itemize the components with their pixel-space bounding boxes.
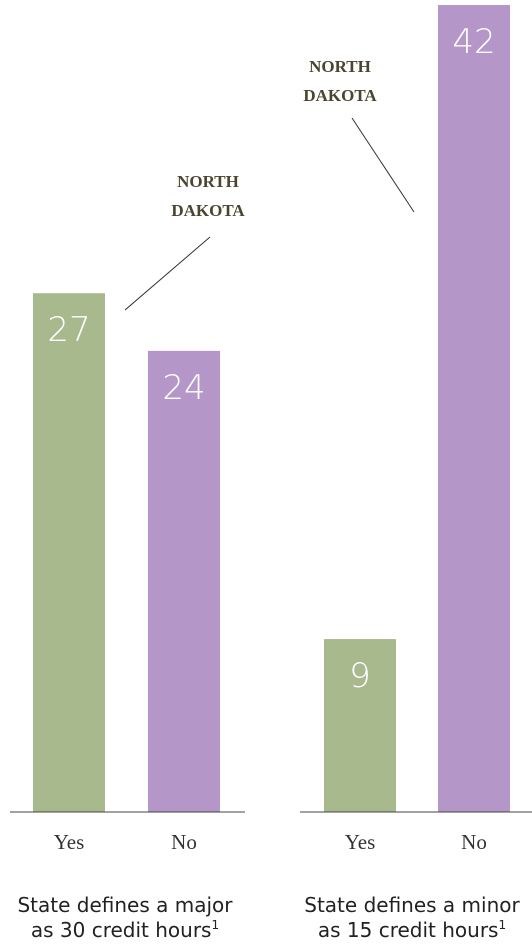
- category-label: No: [171, 830, 197, 854]
- chart-title: as 30 credit hours1: [31, 918, 219, 942]
- chart-title: as 15 credit hours1: [318, 918, 506, 942]
- annotation: DAKOTA: [171, 201, 245, 220]
- bar: [438, 5, 510, 812]
- value-label: 9: [349, 656, 371, 696]
- value-label: 24: [162, 368, 205, 408]
- footnote-mark: 1: [498, 918, 506, 932]
- title-line: State defines a major: [17, 893, 233, 917]
- chart-title: State defines a major: [17, 893, 233, 917]
- chart-title: State defines a minor: [304, 893, 520, 917]
- title-line: as 30 credit hours: [31, 918, 212, 942]
- annotation: DAKOTA: [303, 86, 377, 105]
- category-label: Yes: [54, 830, 85, 854]
- annotation-line: [351, 117, 415, 213]
- title-line: as 15 credit hours: [318, 918, 499, 942]
- value-label: 27: [47, 310, 90, 350]
- category-label: Yes: [345, 830, 376, 854]
- category-label: No: [461, 830, 487, 854]
- value-label: 42: [452, 22, 495, 62]
- annotation-line: [124, 236, 211, 311]
- footnote-mark: 1: [211, 918, 219, 932]
- annotation: NORTH: [309, 57, 371, 76]
- bar: [33, 293, 105, 812]
- title-line: State defines a minor: [304, 893, 520, 917]
- bar: [148, 350, 220, 812]
- annotation: NORTH: [177, 172, 239, 191]
- bar: [324, 639, 396, 812]
